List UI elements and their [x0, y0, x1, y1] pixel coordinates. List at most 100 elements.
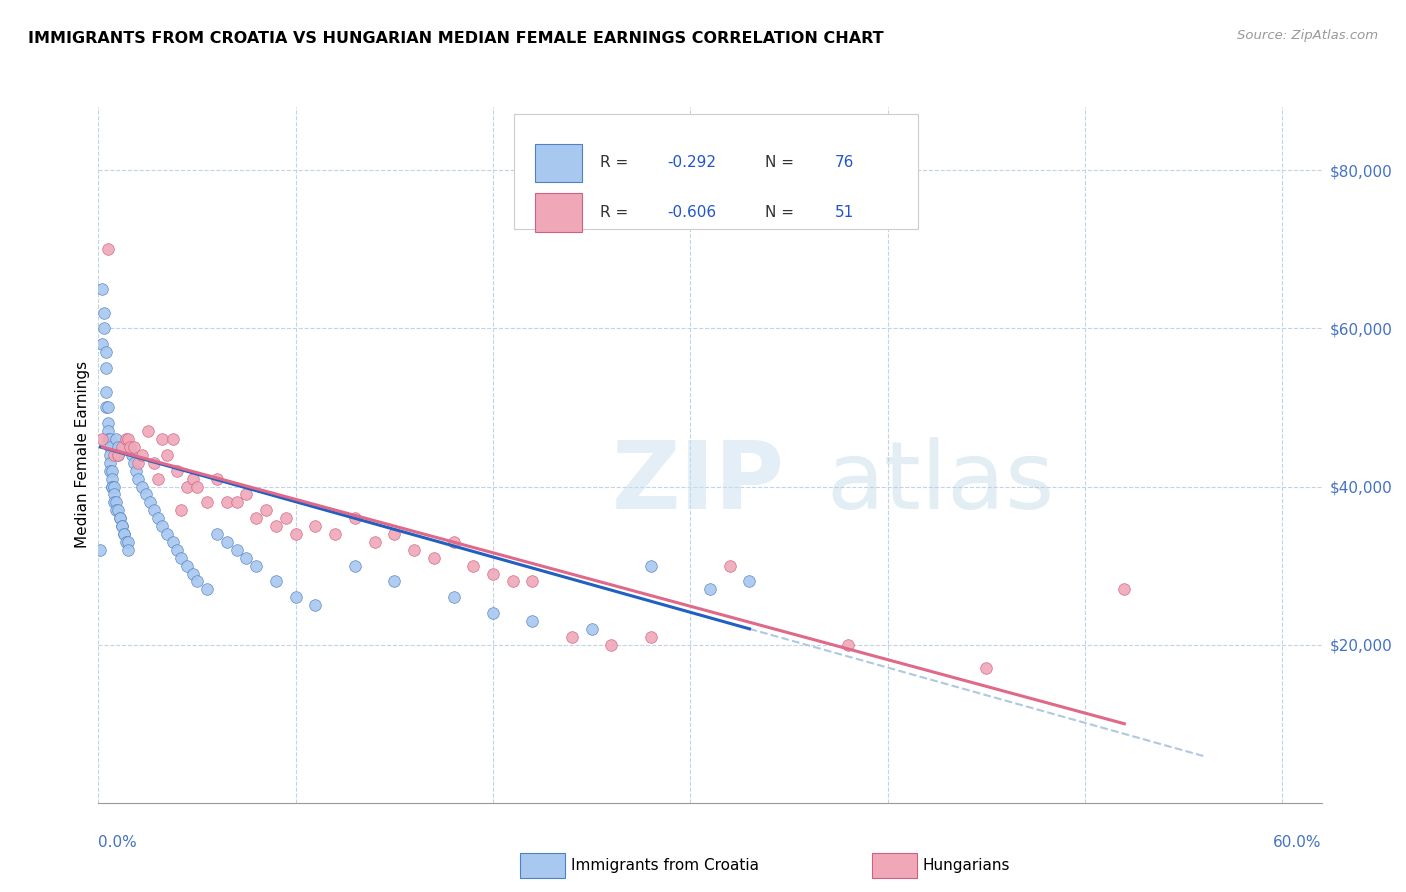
Point — [502, 574, 524, 589]
Point — [718, 558, 741, 573]
Point — [93, 305, 115, 319]
Text: Immigrants from Croatia: Immigrants from Croatia — [571, 858, 759, 872]
Point — [404, 542, 426, 557]
Point — [115, 432, 138, 446]
Point — [97, 243, 120, 257]
Point — [97, 417, 120, 431]
Text: Source: ZipAtlas.com: Source: ZipAtlas.com — [1237, 29, 1378, 42]
Point — [91, 432, 114, 446]
Point — [96, 361, 118, 376]
Point — [343, 511, 366, 525]
Point — [382, 574, 405, 589]
Point — [136, 424, 159, 438]
Point — [215, 535, 238, 549]
Point — [363, 535, 385, 549]
Point — [98, 440, 121, 454]
Point — [117, 432, 139, 446]
Point — [122, 456, 145, 470]
Point — [101, 479, 124, 493]
Text: R =: R = — [600, 155, 633, 170]
Text: 0.0%: 0.0% — [98, 836, 138, 850]
Bar — [536, 144, 582, 182]
Point — [117, 535, 139, 549]
Point — [112, 527, 135, 541]
Point — [96, 345, 118, 359]
Point — [98, 432, 121, 446]
Point — [115, 535, 138, 549]
Point — [245, 558, 267, 573]
Point — [274, 511, 297, 525]
Point — [96, 384, 118, 399]
Point — [111, 519, 134, 533]
Point — [150, 432, 173, 446]
Y-axis label: Median Female Earnings: Median Female Earnings — [75, 361, 90, 549]
Text: N =: N = — [765, 155, 799, 170]
Point — [304, 598, 326, 612]
Point — [131, 479, 153, 493]
Text: -0.606: -0.606 — [668, 205, 716, 220]
Point — [166, 464, 188, 478]
Text: N =: N = — [765, 205, 799, 220]
Point — [142, 456, 165, 470]
Point — [150, 519, 173, 533]
Point — [162, 432, 184, 446]
Point — [97, 424, 120, 438]
Text: 51: 51 — [835, 205, 853, 220]
Point — [107, 448, 129, 462]
Point — [205, 472, 228, 486]
Point — [118, 440, 141, 454]
Point — [127, 472, 149, 486]
Point — [170, 503, 193, 517]
Point — [186, 479, 208, 493]
Point — [103, 487, 125, 501]
Point — [122, 440, 145, 454]
Point — [181, 472, 204, 486]
Point — [186, 574, 208, 589]
Point — [101, 472, 124, 486]
Point — [135, 487, 157, 501]
Point — [323, 527, 346, 541]
Point — [181, 566, 204, 581]
Point — [304, 519, 326, 533]
Point — [640, 558, 662, 573]
Point — [195, 582, 218, 597]
Point — [561, 630, 583, 644]
Point — [837, 638, 859, 652]
Point — [112, 527, 135, 541]
Point — [522, 614, 544, 628]
Point — [382, 527, 405, 541]
Point — [156, 527, 179, 541]
Point — [101, 479, 124, 493]
Point — [131, 448, 153, 462]
Point — [235, 487, 257, 501]
Point — [215, 495, 238, 509]
Point — [138, 495, 160, 509]
Point — [101, 464, 124, 478]
Point — [107, 503, 129, 517]
FancyBboxPatch shape — [515, 114, 918, 229]
Point — [93, 321, 115, 335]
Point — [640, 630, 662, 644]
Point — [264, 574, 287, 589]
Point — [482, 606, 505, 620]
Point — [443, 535, 465, 549]
Text: IMMIGRANTS FROM CROATIA VS HUNGARIAN MEDIAN FEMALE EARNINGS CORRELATION CHART: IMMIGRANTS FROM CROATIA VS HUNGARIAN MED… — [28, 31, 884, 46]
Point — [107, 448, 129, 462]
Point — [111, 519, 134, 533]
Point — [264, 519, 287, 533]
Point — [166, 542, 188, 557]
Point — [91, 337, 114, 351]
Point — [974, 661, 997, 675]
Point — [107, 440, 129, 454]
Point — [170, 550, 193, 565]
Point — [108, 511, 131, 525]
Point — [121, 448, 143, 462]
Point — [103, 495, 125, 509]
Point — [600, 638, 623, 652]
Point — [581, 622, 603, 636]
Point — [176, 479, 198, 493]
Point — [254, 503, 277, 517]
Point — [522, 574, 544, 589]
Point — [111, 440, 134, 454]
Point — [98, 456, 121, 470]
